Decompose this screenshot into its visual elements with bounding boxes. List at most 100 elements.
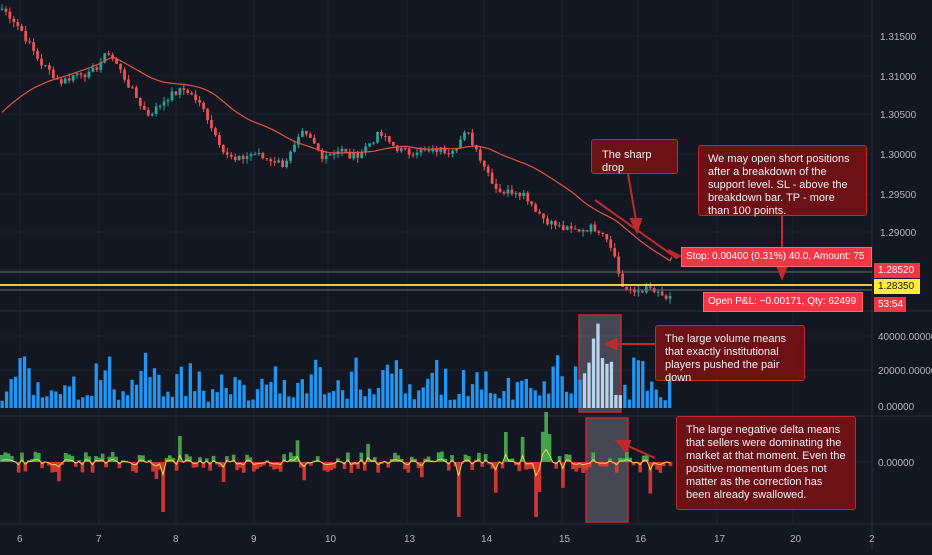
delta-bar — [578, 462, 582, 468]
volume-bar — [655, 390, 658, 408]
candle-body — [578, 229, 581, 231]
volume-bar — [502, 391, 505, 408]
candle-body — [24, 31, 27, 41]
volume-bar — [117, 400, 120, 408]
candle-body — [499, 189, 502, 192]
candle-body — [609, 239, 612, 247]
candle-body — [530, 202, 533, 205]
candle-body — [151, 114, 154, 115]
delta-axis[interactable]: 0.00000 — [878, 458, 915, 469]
volume-bar — [453, 400, 456, 408]
candle-body — [36, 51, 39, 59]
volume-bar — [543, 381, 546, 408]
volume-bar — [180, 367, 183, 408]
candle-body — [645, 286, 648, 292]
candle-body — [368, 143, 371, 146]
candle-body — [538, 212, 541, 214]
candle-body — [400, 148, 403, 151]
volume-bar — [435, 360, 438, 408]
volume-bar — [90, 396, 93, 408]
open-pnl-label[interactable]: Open P&L: −0.00171, Qty: 62499 — [703, 292, 863, 312]
volume-bar — [449, 400, 452, 408]
stop-order-label[interactable]: Stop: 0.00400 (0.31%) 40.0, Amount: 75 — [681, 247, 872, 267]
candle-body — [52, 70, 55, 79]
volume-bar — [99, 380, 102, 408]
candle-body — [254, 154, 257, 155]
candle-body — [661, 292, 664, 296]
volume-bar — [68, 386, 71, 408]
candle-body — [594, 225, 597, 232]
candle-body — [139, 98, 142, 106]
volume-bar — [45, 396, 48, 408]
volume-bar — [507, 378, 510, 408]
candle-body — [570, 226, 573, 228]
volume-bar — [95, 363, 98, 408]
volume-bar — [614, 395, 617, 408]
volume-bar — [538, 395, 541, 408]
candle-body — [451, 151, 454, 154]
volume-bar — [493, 394, 496, 408]
delta-bar — [239, 462, 243, 468]
volume-bar — [135, 385, 138, 408]
candle-body — [178, 88, 181, 94]
volume-bar — [529, 388, 532, 408]
volume-bar — [319, 367, 322, 408]
volume-tick: 0.00000 — [878, 402, 915, 413]
candle-body — [586, 230, 589, 231]
date-label: 14 — [481, 534, 493, 545]
volume-bar — [417, 390, 420, 408]
candle-body — [341, 149, 344, 151]
candle-body — [68, 78, 71, 80]
volume-bar — [139, 371, 142, 408]
candle-body — [356, 152, 359, 158]
candle-body — [76, 73, 79, 75]
volume-axis[interactable]: 40000.00000 20000.00000 0.00000 — [878, 332, 932, 413]
volume-bar — [650, 382, 653, 408]
date-label: 2 — [869, 534, 875, 545]
candle-body — [511, 190, 514, 194]
candle-body — [605, 234, 608, 239]
volume-bar — [14, 377, 17, 408]
candle-body — [479, 149, 482, 160]
delta-bar — [272, 462, 276, 470]
volume-bar — [632, 357, 635, 408]
candle-body — [127, 80, 130, 88]
date-label: 8 — [173, 534, 179, 545]
candle-body — [210, 120, 213, 128]
volume-bar — [50, 390, 53, 408]
candle-body — [582, 230, 585, 231]
volume-bar — [323, 394, 326, 408]
candle-body — [281, 160, 284, 167]
volume-bar — [162, 396, 165, 408]
date-label: 13 — [404, 534, 416, 545]
volume-bar — [381, 370, 384, 408]
volume-bar — [332, 391, 335, 408]
candle-body — [242, 156, 245, 159]
volume-bar — [413, 399, 416, 408]
candle-body — [601, 233, 604, 234]
candle-body — [412, 155, 415, 156]
candle-body — [218, 135, 221, 145]
price-axis[interactable]: 1.31500 1.31000 1.30500 1.30000 1.29500 … — [880, 32, 917, 239]
candle-body — [305, 131, 308, 134]
volume-bar — [171, 397, 174, 408]
volume-bar — [408, 384, 411, 408]
volume-bar — [59, 394, 62, 408]
candle-body — [388, 136, 391, 142]
volume-bar — [126, 395, 129, 408]
candle-body — [613, 248, 616, 257]
volume-bar — [287, 396, 290, 408]
volume-bar — [9, 379, 12, 408]
candle-body — [463, 132, 466, 139]
delta-bar — [67, 454, 71, 462]
candle-body — [163, 101, 166, 105]
volume-bar — [372, 394, 375, 408]
volume-bar — [166, 392, 169, 408]
time-axis[interactable]: 6 7 8 9 10 13 14 15 16 17 20 2 — [17, 534, 875, 545]
price-tick: 1.30500 — [880, 110, 917, 121]
candle-body — [554, 221, 557, 226]
candle-body — [40, 59, 43, 66]
candle-body — [404, 148, 407, 149]
volume-bar — [350, 372, 353, 408]
